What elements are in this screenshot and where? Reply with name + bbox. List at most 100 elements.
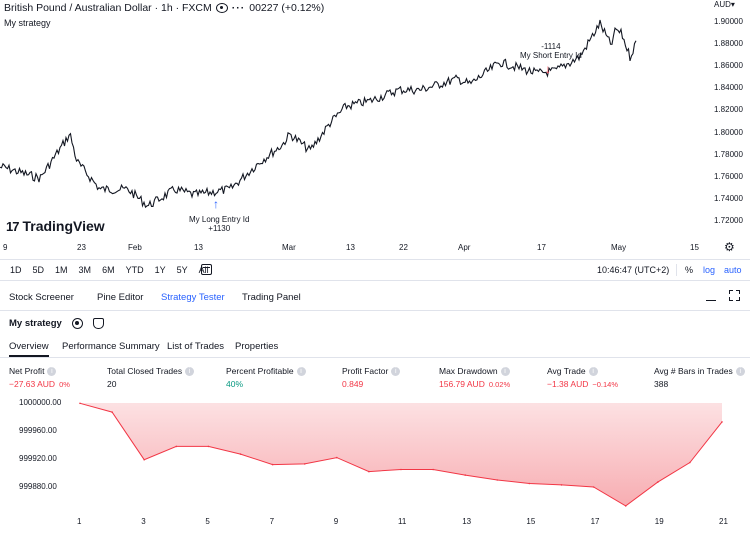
log-toggle[interactable]: log xyxy=(703,265,716,275)
long-entry-value: +1130 xyxy=(208,224,231,233)
metric-label: Profit Factor xyxy=(342,366,389,376)
tab-properties[interactable]: Properties xyxy=(235,341,279,352)
equity-x-tick: 21 xyxy=(719,517,728,526)
time-axis[interactable]: 9 23 Feb 13 Mar 13 22 Apr 17 May 15 xyxy=(0,243,750,257)
range-5y-button[interactable]: 5Y xyxy=(176,265,188,275)
equity-point xyxy=(689,461,691,464)
equity-point xyxy=(528,482,531,485)
metric-sub: 0.02% xyxy=(488,380,511,389)
more-dots-icon[interactable]: ··· xyxy=(231,2,246,14)
price-series-line xyxy=(0,19,637,209)
currency-select[interactable]: AUD▾ xyxy=(714,0,735,9)
time-tick: Apr xyxy=(458,243,471,252)
equity-point xyxy=(175,445,178,448)
auto-toggle[interactable]: auto xyxy=(724,265,742,275)
metric-value: −1.38 AUD xyxy=(547,379,589,389)
tab-list-of-trades[interactable]: List of Trades xyxy=(167,341,225,352)
eye-icon[interactable] xyxy=(215,3,228,13)
equity-y-tick: 999920.00 xyxy=(19,454,57,463)
minimize-icon[interactable] xyxy=(706,291,716,301)
metric-sub: 0% xyxy=(59,380,70,389)
price-chart-area[interactable]: British Pound / Australian Dollar · 1h ·… xyxy=(0,0,750,258)
divider xyxy=(676,264,677,276)
equity-chart-svg[interactable] xyxy=(0,395,750,515)
strategy-legend[interactable]: My strategy xyxy=(4,18,51,28)
time-tick: 23 xyxy=(77,243,86,252)
equity-point xyxy=(400,468,402,471)
info-icon[interactable]: i xyxy=(185,366,195,376)
currency-label: AUD xyxy=(714,0,731,9)
tester-sub-tabs: Overview Performance Summary List of Tra… xyxy=(0,338,750,358)
strategy-title: My strategy xyxy=(9,318,62,329)
info-icon[interactable]: i xyxy=(47,366,57,376)
equity-x-tick: 15 xyxy=(526,517,536,526)
price-tick: 1.90000 xyxy=(714,17,743,26)
metric-value: 40% xyxy=(226,379,244,389)
clock-timezone[interactable]: 10:46:47 (UTC+2) xyxy=(597,265,670,275)
equity-y-tick: 1000000.00 xyxy=(19,398,62,407)
range-5d-button[interactable]: 5D xyxy=(32,265,45,275)
symbol-title[interactable]: British Pound / Australian Dollar · 1h ·… xyxy=(4,2,212,14)
time-tick: 15 xyxy=(690,243,699,252)
metric-total-closed-trades: Total Closed Trades i 20 xyxy=(107,366,195,389)
metric-max-drawdown: Max Drawdown i 156.79 AUD 0.02% xyxy=(439,366,510,389)
equity-point xyxy=(271,463,274,466)
short-entry-arrow-icon: ↓ xyxy=(545,62,551,76)
tab-strategy-tester[interactable]: Strategy Tester xyxy=(161,292,225,303)
percent-toggle[interactable]: % xyxy=(685,265,694,275)
equity-y-tick: 999960.00 xyxy=(19,426,57,435)
tab-overview[interactable]: Overview xyxy=(9,341,49,357)
maximize-icon[interactable] xyxy=(729,290,740,301)
equity-point xyxy=(368,470,370,473)
range-bar: 1D 5D 1M 3M 6M YTD 1Y 5Y All 10:46:47 (U… xyxy=(0,259,750,281)
range-all-button[interactable]: All xyxy=(198,265,209,275)
price-chart-svg xyxy=(0,19,637,209)
long-entry-arrow-icon: ↑ xyxy=(213,197,219,211)
metric-value: 156.79 AUD xyxy=(439,379,485,389)
strategy-source-icon[interactable] xyxy=(92,318,104,329)
tab-performance-summary[interactable]: Performance Summary xyxy=(62,341,160,352)
range-1m-button[interactable]: 1M xyxy=(55,265,68,275)
range-6m-button[interactable]: 6M xyxy=(102,265,115,275)
chart-settings-gear-icon[interactable]: ⚙ xyxy=(724,240,735,254)
info-icon[interactable]: i xyxy=(391,366,401,376)
equity-x-tick: 5 xyxy=(205,517,210,526)
long-entry-label: My Long Entry Id +1130 xyxy=(189,215,249,233)
equity-point xyxy=(560,484,563,486)
tab-stock-screener[interactable]: Stock Screener xyxy=(9,292,74,303)
price-tick: 1.82000 xyxy=(714,105,743,115)
time-tick: 9 xyxy=(3,243,8,252)
equity-x-tick: 13 xyxy=(462,517,472,526)
range-3m-button[interactable]: 3M xyxy=(78,265,92,275)
short-entry-name: My Short Entry Id xyxy=(520,51,582,60)
info-icon[interactable]: i xyxy=(296,366,306,376)
equity-x-tick: 17 xyxy=(590,517,600,526)
tab-pine-editor[interactable]: Pine Editor xyxy=(97,292,144,303)
equity-x-tick: 1 xyxy=(77,517,82,526)
price-tick: 1.72000 xyxy=(714,215,743,225)
equity-point xyxy=(496,479,499,481)
metric-sub: −0.14% xyxy=(592,380,619,389)
metric-label: Net Profit xyxy=(9,366,45,376)
metric-value: 20 xyxy=(107,379,117,389)
info-icon[interactable]: i xyxy=(588,366,598,376)
equity-point xyxy=(111,411,113,413)
info-icon[interactable]: i xyxy=(735,366,745,376)
metrics-row: Net Profit i −27.63 AUD 0% Total Closed Tr… xyxy=(0,366,750,392)
calendar-icon[interactable] xyxy=(201,264,212,275)
strategy-settings-icon[interactable] xyxy=(71,318,83,329)
range-1y-button[interactable]: 1Y xyxy=(154,265,166,275)
time-tick: Mar xyxy=(282,243,296,252)
range-ytd-button[interactable]: YTD xyxy=(125,265,144,275)
price-tick: 1.78000 xyxy=(714,149,743,159)
metric-avg-bars: Avg # Bars in Trades i 388 xyxy=(654,366,745,389)
long-entry-name: My Long Entry Id xyxy=(189,215,250,224)
equity-point xyxy=(432,468,434,471)
info-icon[interactable]: i xyxy=(500,366,510,376)
metric-avg-trade: Avg Trade i −1.38 AUD −0.14% xyxy=(547,366,618,389)
tv-logo-text: TradingView xyxy=(22,218,105,234)
metric-label: Max Drawdown xyxy=(439,366,498,376)
range-1d-button[interactable]: 1D xyxy=(10,265,22,275)
equity-point xyxy=(624,505,627,507)
tab-trading-panel[interactable]: Trading Panel xyxy=(242,292,301,303)
